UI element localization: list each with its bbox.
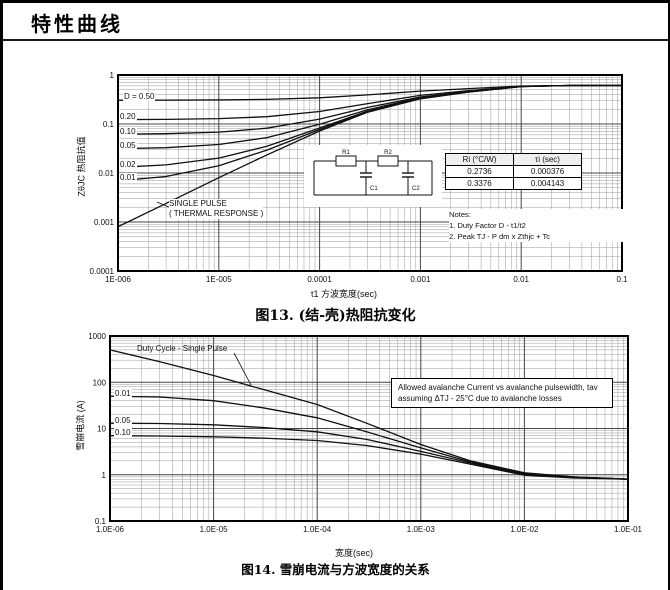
svg-text:0.1: 0.1 — [103, 120, 115, 129]
avalanche-current-chart: 1.0E-06 1.0E-05 1.0E-04 1.0E-03 1.0E-02 1.0E-… — [88, 332, 643, 534]
svg-text:0.001: 0.001 — [94, 218, 115, 227]
svg-text:0.001: 0.001 — [410, 275, 431, 284]
single-pulse-annotation-line1: SINGLE PULSE — [169, 199, 227, 208]
figure13-x-axis-label: t1 方波宽度(sec) — [310, 289, 377, 299]
svg-text:1.0E-03: 1.0E-03 — [407, 525, 436, 534]
curve-label-d050: D = 0.50 — [123, 92, 156, 102]
svg-text:0.01: 0.01 — [513, 275, 529, 284]
capacitor-c2-label: C2 — [412, 186, 420, 192]
duty-cycle-single-pulse-label: Duty Cycle - Single Pulse — [137, 344, 228, 353]
avalanche-info-box: Allowed avalanche Current vs avalanche p… — [391, 378, 613, 409]
svg-text:0.1: 0.1 — [616, 275, 627, 284]
svg-text:1.0E-02: 1.0E-02 — [510, 525, 539, 534]
svg-text:100: 100 — [93, 378, 107, 387]
curve-label-d001: 0.01 — [119, 173, 137, 183]
curve-label-d010: 0.10 — [119, 127, 137, 137]
svg-text:0.0001: 0.0001 — [90, 267, 115, 276]
single-pulse-annotation: SINGLE PULSE ( THERMAL RESPONSE ) — [169, 199, 264, 219]
single-pulse-annotation-line2: ( THERMAL RESPONSE ) — [169, 209, 264, 218]
thermal-rc-network-inset: R1 R2 C1 C2 — [304, 145, 442, 207]
figure-13: 1E-006 1E-005 0.0001 0.001 0.01 0.1 1 0.1 0.01 0.… — [61, 61, 629, 311]
svg-text:1.0E-05: 1.0E-05 — [200, 525, 229, 534]
svg-text:0.0001: 0.0001 — [307, 275, 332, 284]
capacitor-c1-label: C1 — [370, 186, 378, 192]
tau-value-1: 0.000376 — [513, 165, 582, 178]
tau-value-2: 0.004143 — [513, 177, 582, 190]
title-divider — [3, 39, 668, 41]
svg-text:1000: 1000 — [88, 332, 106, 341]
notes-line-1: 1. Duty Factor D - t1/t2 — [449, 221, 526, 230]
svg-text:1.0E-01: 1.0E-01 — [614, 525, 643, 534]
figure14-y-axis-label: 雪崩电流 (A) — [75, 400, 86, 451]
notes-line-2: 2. Peak TJ - P dm x Zthjc + Tc — [449, 232, 551, 241]
table-row: 0.3376 0.004143 — [445, 177, 582, 190]
figure-14: 1.0E-06 1.0E-05 1.0E-04 1.0E-03 1.0E-02 1.0E-… — [58, 328, 650, 570]
rc-ladder-schematic: R1 R2 C1 C2 — [313, 150, 433, 196]
curve-label-005: 0.05 — [114, 416, 132, 426]
table-header-row: Ri (°C/W) τi (sec) — [445, 153, 582, 166]
resistor-r1-label: R1 — [342, 150, 350, 156]
notes-title: Notes: — [449, 210, 471, 219]
table-header-ri: Ri (°C/W) — [445, 153, 514, 166]
resistor-r2-symbol — [377, 155, 399, 167]
resistor-r1-symbol — [335, 155, 357, 167]
svg-text:1: 1 — [102, 471, 107, 480]
figure13-notes: Notes: 1. Duty Factor D - t1/t2 2. Peak … — [449, 209, 629, 242]
curve-label-001: 0.01 — [114, 389, 132, 399]
resistor-r2-label: R2 — [384, 150, 392, 156]
svg-text:1.0E-06: 1.0E-06 — [96, 525, 125, 534]
curve-label-010: 0.10 — [114, 428, 132, 438]
thermal-model-table: Ri (°C/W) τi (sec) 0.2736 0.000376 0.337… — [445, 153, 582, 190]
svg-text:0.01: 0.01 — [98, 169, 114, 178]
ri-value-2: 0.3376 — [445, 177, 514, 190]
svg-text:1: 1 — [110, 71, 115, 80]
ri-value-1: 0.2736 — [445, 165, 514, 178]
table-row: 0.2736 0.000376 — [445, 165, 582, 178]
figure14-x-axis-label: 宽度(sec) — [335, 548, 373, 558]
svg-text:1E-005: 1E-005 — [206, 275, 232, 284]
svg-text:1.0E-04: 1.0E-04 — [303, 525, 332, 534]
figure14-caption: 图14. 雪崩电流与方波宽度的关系 — [241, 562, 430, 577]
curve-label-d005: 0.05 — [119, 141, 137, 151]
svg-text:1E-006: 1E-006 — [105, 275, 131, 284]
curve-label-d002: 0.02 — [119, 160, 137, 170]
svg-text:10: 10 — [97, 425, 106, 434]
table-header-tau: τi (sec) — [513, 153, 582, 166]
figure13-y-axis-label: ZθJC 热阻抗值 — [76, 136, 87, 197]
page-title: 特性曲线 — [31, 12, 123, 36]
svg-text:0.1: 0.1 — [95, 517, 107, 526]
curve-label-d020: 0.20 — [119, 112, 137, 122]
figure13-caption: 图13. (结-壳)热阻抗变化 — [255, 308, 416, 324]
